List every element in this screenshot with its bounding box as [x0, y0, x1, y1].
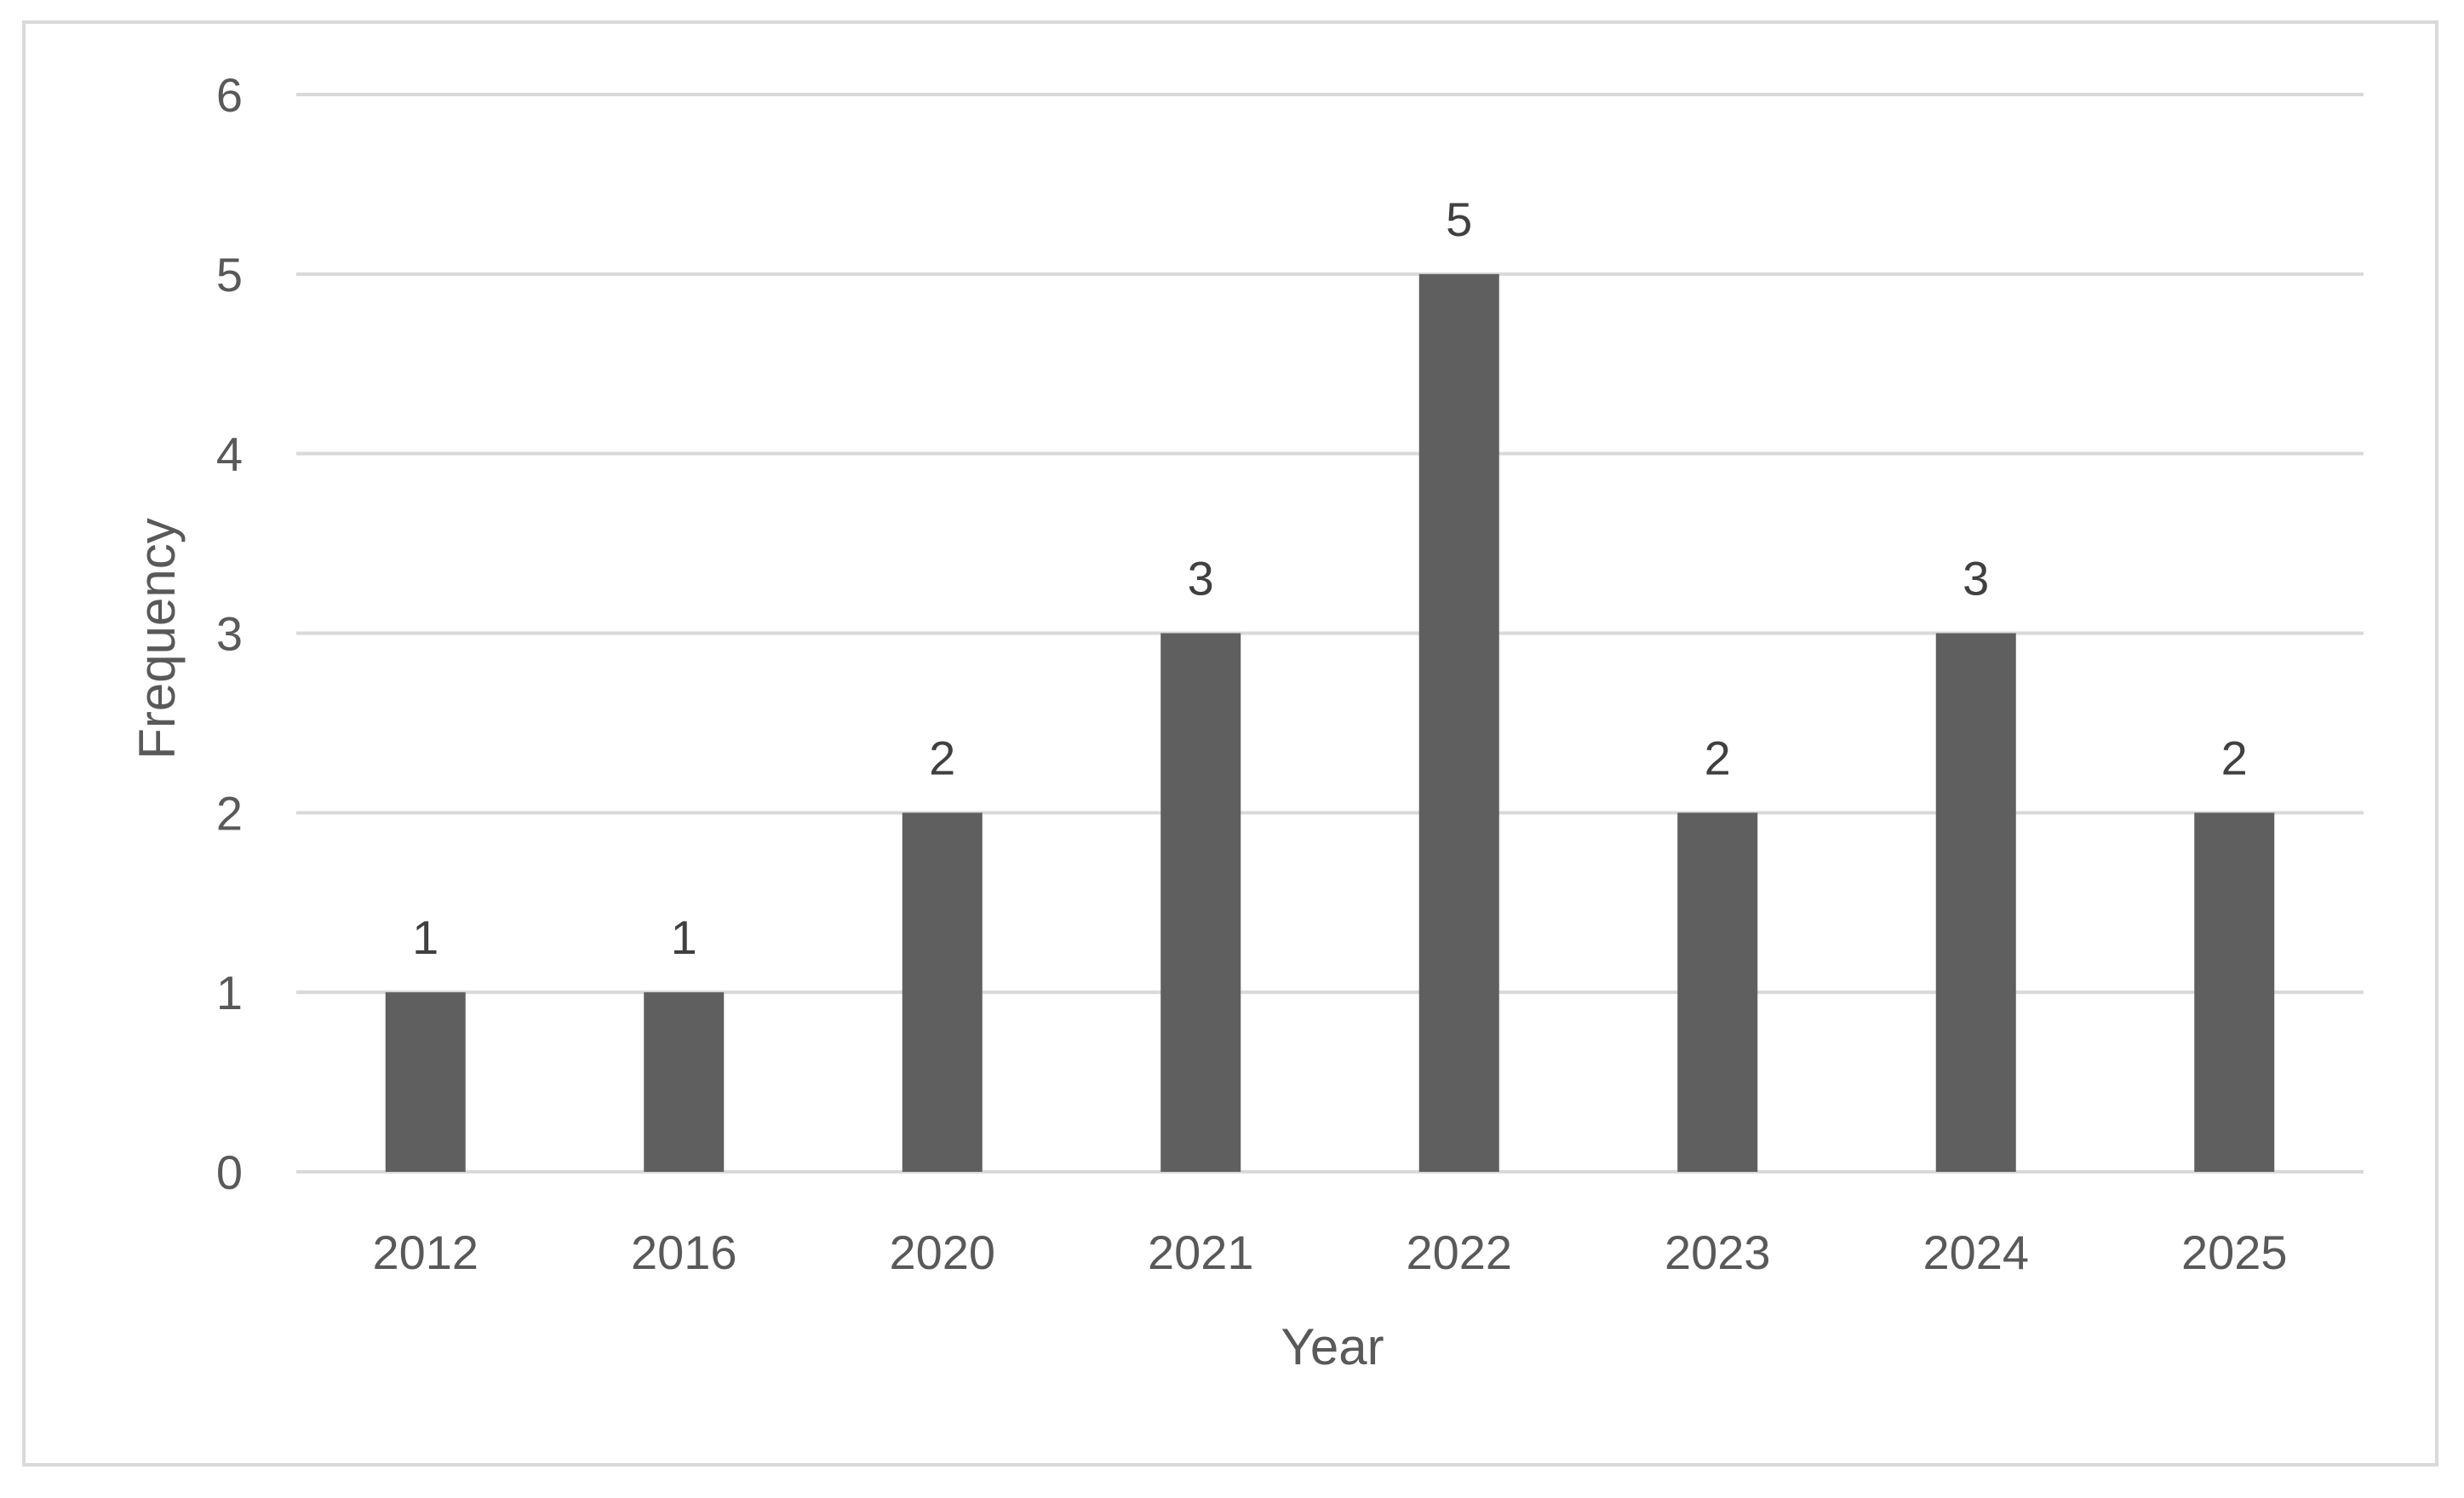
- data-label-2022: 5: [1446, 192, 1472, 246]
- bars: [385, 273, 2275, 1172]
- x-tick-label: 2022: [1406, 1225, 1512, 1279]
- bar-2022: [1418, 273, 1499, 1172]
- x-tick-label: 2021: [1148, 1225, 1254, 1279]
- data-label-2024: 3: [1963, 552, 1989, 606]
- bar-2020: [902, 812, 983, 1172]
- y-tick-label: 6: [216, 68, 243, 122]
- data-label-2021: 3: [1188, 552, 1214, 606]
- data-label-2012: 1: [412, 910, 438, 964]
- bar-2021: [1160, 633, 1241, 1172]
- y-tick-label: 0: [216, 1145, 243, 1199]
- data-label-2023: 2: [1705, 731, 1731, 784]
- data-labels: 1 1 2 3 5 2 3 2: [412, 192, 2248, 964]
- y-tick-label: 5: [216, 248, 243, 301]
- data-label-2025: 2: [2221, 731, 2248, 784]
- y-tick-label: 3: [216, 607, 243, 661]
- x-tick-label: 2025: [2181, 1225, 2288, 1279]
- bar-2024: [1935, 633, 2016, 1172]
- bar-2025: [2194, 812, 2275, 1172]
- bar-2016: [644, 992, 725, 1172]
- x-axis-ticks: 2012 2016 2020 2021 2022 2023 2024 2025: [372, 1225, 2287, 1279]
- data-label-2020: 2: [929, 731, 955, 784]
- x-axis-title: Year: [1281, 1318, 1384, 1375]
- y-tick-label: 4: [216, 428, 243, 481]
- x-tick-label: 2016: [631, 1225, 737, 1279]
- y-tick-label: 2: [216, 786, 243, 840]
- x-tick-label: 2024: [1922, 1225, 2029, 1279]
- gridlines: [296, 93, 2364, 1174]
- bar-2023: [1677, 812, 1758, 1172]
- y-axis-ticks: 0 1 2 3 4 5 6: [216, 68, 243, 1199]
- x-tick-label: 2012: [372, 1225, 478, 1279]
- x-tick-label: 2023: [1665, 1225, 1771, 1279]
- data-label-2016: 1: [671, 910, 697, 964]
- y-axis-title: Frequency: [129, 518, 186, 759]
- bar-2012: [385, 992, 466, 1172]
- y-tick-label: 1: [216, 966, 243, 1019]
- x-tick-label: 2020: [889, 1225, 995, 1279]
